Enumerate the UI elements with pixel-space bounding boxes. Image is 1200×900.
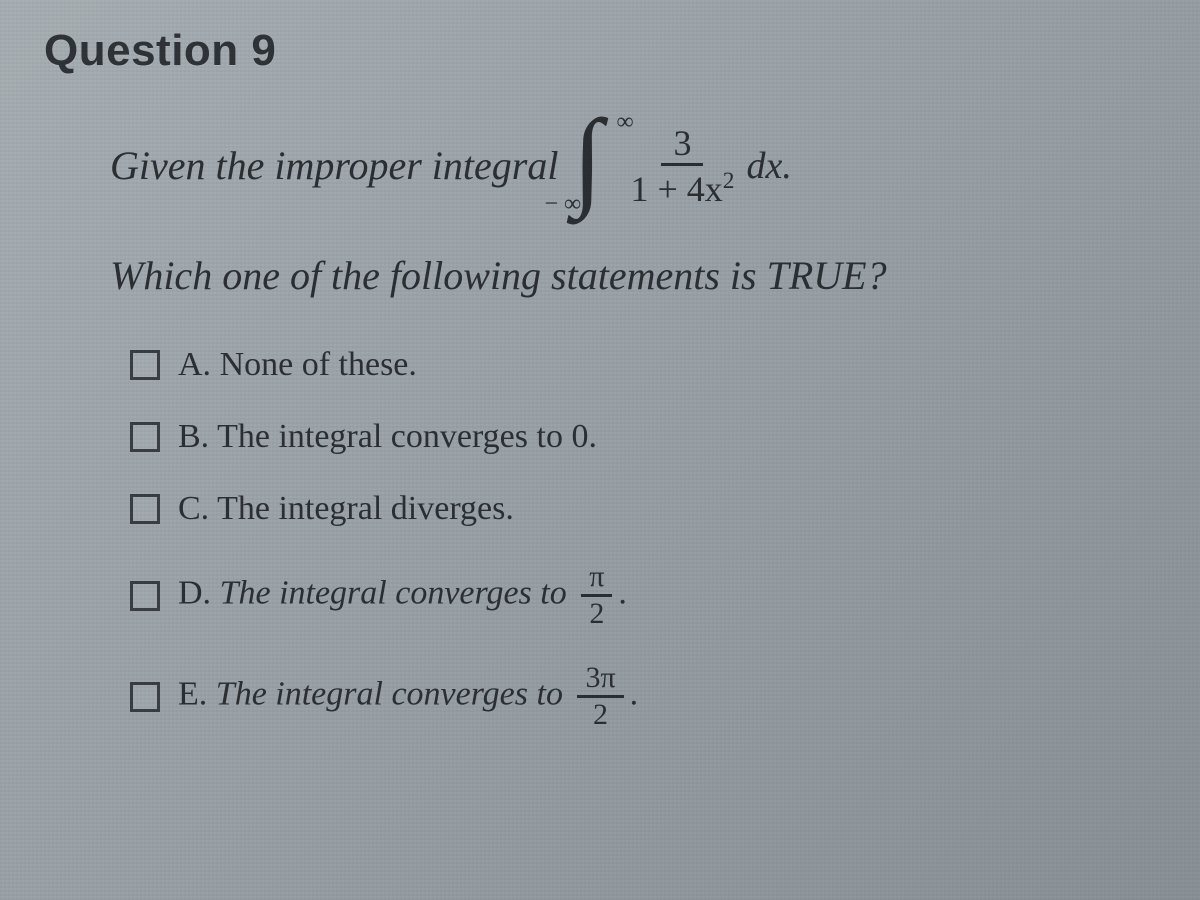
checkbox-e[interactable] bbox=[130, 682, 160, 712]
integrand-denominator: 1 + 4x2 bbox=[630, 166, 734, 207]
option-text: None of these. bbox=[220, 346, 417, 383]
option-e[interactable]: E. The integral converges to 3π 2 . bbox=[130, 663, 1150, 730]
option-letter: C. bbox=[178, 490, 209, 527]
integral-upper-limit: ∞ bbox=[616, 104, 633, 140]
option-e-fraction: 3π 2 bbox=[577, 663, 623, 730]
fraction-num: π bbox=[581, 562, 612, 597]
integrand-numerator: 3 bbox=[661, 125, 703, 166]
differential: dx. bbox=[746, 138, 791, 195]
option-d-label: D. The integral converges to π 2 . bbox=[178, 562, 627, 629]
fraction-num: 3π bbox=[577, 663, 623, 698]
checkbox-b[interactable] bbox=[130, 422, 160, 452]
option-d-fraction: π 2 bbox=[581, 562, 612, 629]
question-page: Question 9 Given the improper integral ∫… bbox=[0, 0, 1200, 900]
stem-lead-text: Given the improper integral bbox=[110, 136, 558, 196]
integral-expression: ∫ ∞ − ∞ 3 1 + 4x2 dx. bbox=[572, 116, 791, 216]
option-tail: . bbox=[630, 675, 639, 712]
option-letter: B. bbox=[178, 418, 209, 455]
option-c[interactable]: C. The integral diverges. bbox=[130, 490, 1150, 528]
stem-row-integral: Given the improper integral ∫ ∞ − ∞ 3 1 … bbox=[110, 116, 1150, 216]
option-tail: . bbox=[618, 574, 627, 611]
integrand-fraction: 3 1 + 4x2 bbox=[630, 125, 734, 207]
checkbox-d[interactable] bbox=[130, 581, 160, 611]
option-letter: A. bbox=[178, 346, 211, 383]
option-letter: D. bbox=[178, 574, 211, 611]
fraction-den: 2 bbox=[589, 597, 604, 629]
option-a[interactable]: A. None of these. bbox=[130, 346, 1150, 384]
option-e-label: E. The integral converges to 3π 2 . bbox=[178, 663, 638, 730]
option-text: The integral converges to bbox=[216, 675, 563, 712]
integral-symbol-wrap: ∫ ∞ − ∞ bbox=[572, 116, 620, 216]
checkbox-c[interactable] bbox=[130, 494, 160, 524]
denominator-var: x bbox=[705, 169, 723, 209]
denominator-prefix: 1 + 4 bbox=[630, 169, 704, 209]
option-letter: E. bbox=[178, 675, 207, 712]
option-b[interactable]: B. The integral converges to 0. bbox=[130, 418, 1150, 456]
option-text: The integral converges to 0. bbox=[217, 418, 597, 455]
fraction-den: 2 bbox=[593, 698, 608, 730]
option-b-label: B. The integral converges to 0. bbox=[178, 418, 597, 456]
option-text: The integral diverges. bbox=[217, 490, 514, 527]
option-c-label: C. The integral diverges. bbox=[178, 490, 514, 528]
options-list: A. None of these. B. The integral conver… bbox=[130, 346, 1150, 730]
option-d[interactable]: D. The integral converges to π 2 . bbox=[130, 562, 1150, 629]
option-a-label: A. None of these. bbox=[178, 346, 417, 384]
checkbox-a[interactable] bbox=[130, 350, 160, 380]
option-text: The integral converges to bbox=[220, 574, 567, 611]
integral-lower-limit: − ∞ bbox=[544, 186, 581, 222]
denominator-exp: 2 bbox=[723, 168, 735, 194]
stem-tail-text: Which one of the following statements is… bbox=[110, 246, 1150, 306]
question-title: Question 9 bbox=[44, 26, 1160, 76]
question-stem: Given the improper integral ∫ ∞ − ∞ 3 1 … bbox=[110, 116, 1150, 306]
